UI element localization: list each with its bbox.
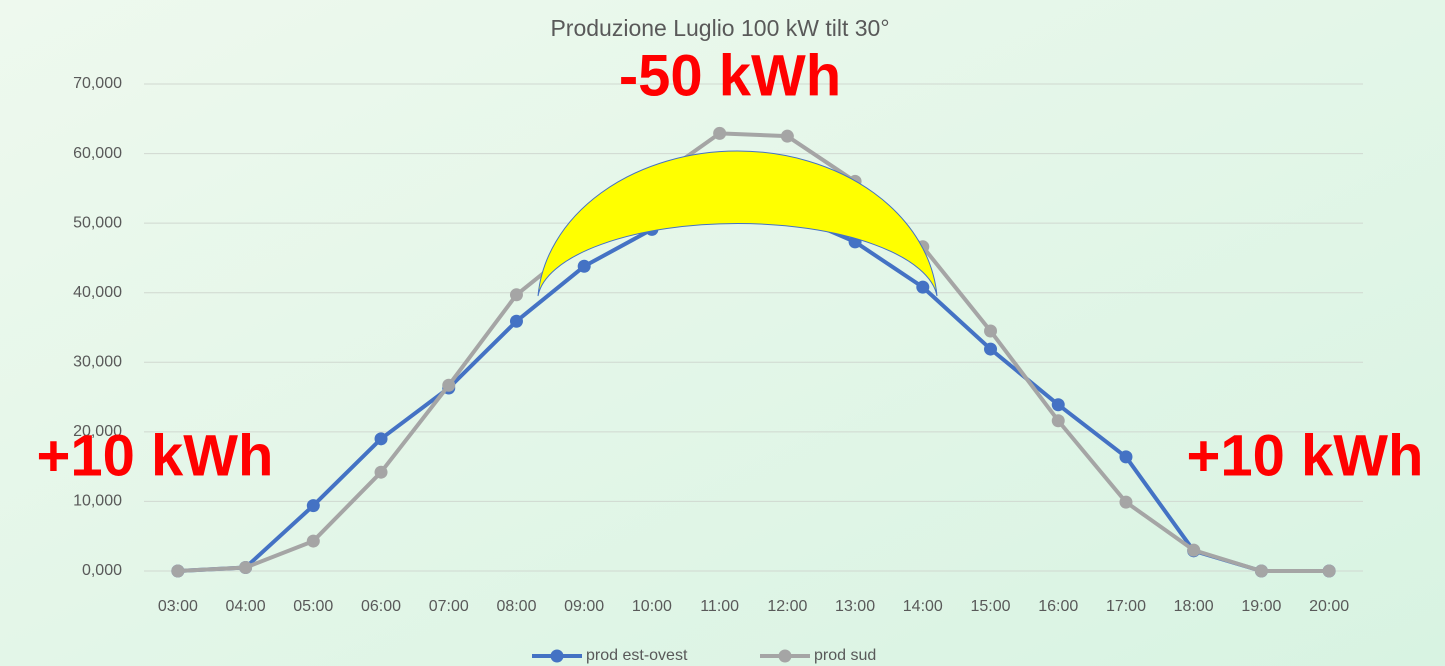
x-tick-label: 10:00: [632, 598, 672, 615]
annotation: +10 kWh: [1187, 423, 1424, 488]
x-tick-label: 19:00: [1241, 598, 1281, 615]
legend-label: prod est-ovest: [586, 647, 688, 664]
y-tick-label: 0,000: [82, 562, 122, 579]
marker: [1254, 564, 1268, 578]
y-tick-label: 50,000: [73, 214, 122, 231]
marker: [984, 324, 998, 338]
marker: [374, 432, 388, 446]
marker: [374, 465, 388, 479]
legend-label: prod sud: [814, 647, 876, 664]
marker: [306, 499, 320, 513]
marker: [713, 126, 727, 140]
marker: [1051, 398, 1065, 412]
x-tick-label: 09:00: [564, 598, 604, 615]
x-tick-label: 03:00: [158, 598, 198, 615]
x-tick-label: 11:00: [700, 598, 739, 615]
marker: [306, 534, 320, 548]
y-tick-label: 60,000: [73, 145, 122, 162]
x-tick-label: 05:00: [293, 598, 333, 615]
annotation: +10 kWh: [37, 423, 274, 488]
marker: [171, 564, 185, 578]
y-tick-label: 40,000: [73, 284, 122, 301]
x-tick-label: 17:00: [1106, 598, 1146, 615]
x-tick-label: 18:00: [1174, 598, 1214, 615]
x-tick-label: 15:00: [971, 598, 1011, 615]
x-tick-label: 16:00: [1038, 598, 1078, 615]
series-line: [177, 131, 1330, 573]
marker: [509, 314, 523, 328]
marker: [1119, 450, 1133, 464]
y-tick-label: 30,000: [73, 354, 122, 371]
x-tick-label: 13:00: [835, 598, 875, 615]
grid: 0,000 10,000 20,000 30,000 40,000 50,000 60,00…: [73, 75, 1363, 615]
marker: [1322, 564, 1336, 578]
x-tick-label: 20:00: [1309, 598, 1349, 615]
x-tick-label: 07:00: [429, 598, 469, 615]
marker: [577, 259, 591, 273]
chart-title: Produzione Luglio 100 kW tilt 30°: [550, 15, 889, 41]
marker: [1119, 495, 1133, 509]
x-tick-label: 04:00: [226, 598, 266, 615]
y-tick-label: 10,000: [73, 493, 122, 510]
marker: [1051, 414, 1065, 428]
legend: prod est-ovest prod sud: [532, 647, 876, 664]
marker: [916, 280, 930, 294]
annotation: -50 kWh: [619, 43, 841, 108]
y-tick-label: 70,000: [73, 75, 122, 92]
marker: [984, 342, 998, 356]
y-tick-label: 20,000: [73, 423, 122, 440]
marker: [239, 561, 253, 575]
x-tick-label: 08:00: [496, 598, 536, 615]
marker: [1187, 543, 1201, 557]
marker: [780, 129, 794, 143]
x-tick-label: 14:00: [903, 598, 943, 615]
marker: [442, 378, 456, 392]
x-tick-label: 12:00: [767, 598, 807, 615]
legend-marker: [550, 649, 564, 663]
marker: [509, 288, 523, 302]
legend-marker: [778, 649, 792, 663]
x-tick-label: 06:00: [361, 598, 401, 615]
crescent: [537, 150, 938, 297]
